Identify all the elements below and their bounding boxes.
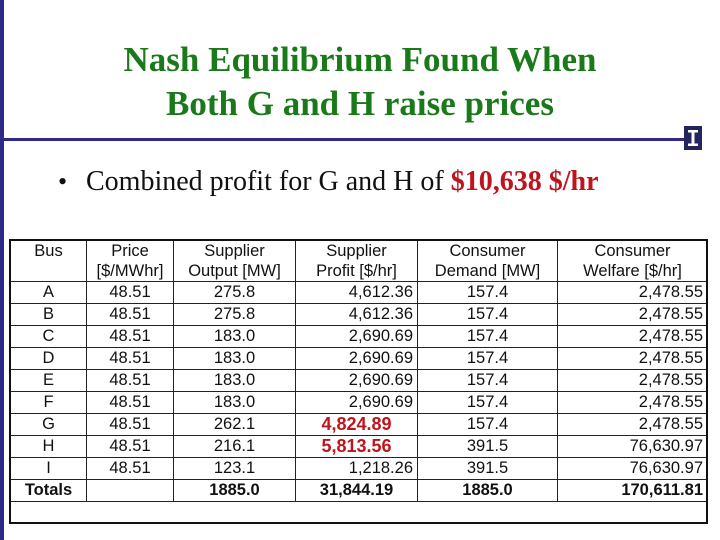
cell-profit: 2,690.69 — [295, 347, 418, 370]
cell-welfare: 2,478.55 — [557, 413, 708, 436]
table-totals-row: Totals 1885.0 31,844.19 1885.0 170,611.8… — [10, 479, 708, 502]
cell-price: 48.51 — [86, 391, 174, 414]
cell-demand: 391.5 — [417, 457, 558, 480]
cell-demand: 157.4 — [417, 413, 558, 436]
table-row: C 48.51 183.0 2,690.69 157.4 2,478.55 — [10, 325, 708, 348]
cell-bus: D — [10, 347, 87, 370]
cell-bus: H — [10, 435, 87, 458]
header-price: Price [$/MWhr] — [86, 240, 174, 282]
title-divider — [4, 138, 684, 141]
cell-profit: 2,690.69 — [295, 325, 418, 348]
header-consumer-demand: Consumer Demand [MW] — [417, 240, 558, 282]
cell-bus: A — [10, 281, 87, 304]
header-consumer-welfare: Consumer Welfare [$/hr] — [557, 240, 708, 282]
header-bus: Bus — [10, 240, 87, 282]
header-supplier-profit: Supplier Profit [$/hr] — [295, 240, 418, 282]
cell-price: 48.51 — [86, 303, 174, 326]
illinois-i-icon — [684, 126, 702, 150]
cell-demand: 157.4 — [417, 281, 558, 304]
table-row: A 48.51 275.8 4,612.36 157.4 2,478.55 — [10, 281, 708, 304]
slide-title: Nash Equilibrium Found When Both G and H… — [0, 38, 720, 126]
cell-demand: 157.4 — [417, 369, 558, 392]
cell-price: 48.51 — [86, 413, 174, 436]
bullet-text: Combined profit for G and H of — [86, 166, 451, 197]
table-row: G 48.51 262.1 4,824.89 157.4 2,478.55 — [10, 413, 708, 436]
cell-welfare: 2,478.55 — [557, 303, 708, 326]
cell-price: 48.51 — [86, 435, 174, 458]
cell-welfare: 2,478.55 — [557, 325, 708, 348]
cell-bus: I — [10, 457, 87, 480]
slide-left-border — [0, 0, 4, 540]
cell-output: 183.0 — [173, 369, 296, 392]
cell-profit: 4,612.36 — [295, 303, 418, 326]
cell-profit-highlight: 5,813.56 — [295, 435, 418, 458]
cell-output: 183.0 — [173, 391, 296, 414]
cell-bus: E — [10, 369, 87, 392]
table-row: F 48.51 183.0 2,690.69 157.4 2,478.55 — [10, 391, 708, 414]
cell-output: 262.1 — [173, 413, 296, 436]
table-header-row: Bus Price [$/MWhr] Supplier Output [MW] Su… — [10, 240, 708, 282]
totals-demand: 1885.0 — [417, 479, 558, 502]
cell-demand: 157.4 — [417, 347, 558, 370]
cell-profit: 2,690.69 — [295, 369, 418, 392]
table-row: E 48.51 183.0 2,690.69 157.4 2,478.55 — [10, 369, 708, 392]
cell-price: 48.51 — [86, 281, 174, 304]
cell-output: 216.1 — [173, 435, 296, 458]
totals-label: Totals — [10, 479, 87, 502]
table-row: B 48.51 275.8 4,612.36 157.4 2,478.55 — [10, 303, 708, 326]
cell-profit: 2,690.69 — [295, 391, 418, 414]
cell-demand: 157.4 — [417, 325, 558, 348]
cell-bus: B — [10, 303, 87, 326]
totals-price — [86, 479, 174, 502]
cell-welfare: 2,478.55 — [557, 347, 708, 370]
cell-price: 48.51 — [86, 347, 174, 370]
totals-profit: 31,844.19 — [295, 479, 418, 502]
cell-demand: 391.5 — [417, 435, 558, 458]
combined-profit-value: $10,638 $/hr — [450, 166, 599, 197]
totals-output: 1885.0 — [173, 479, 296, 502]
cell-profit: 4,612.36 — [295, 281, 418, 304]
cell-welfare: 2,478.55 — [557, 369, 708, 392]
cell-welfare: 2,478.55 — [557, 391, 708, 414]
nash-equilibrium-table: Bus Price [$/MWhr] Supplier Output [MW] Su… — [10, 240, 708, 502]
cell-output: 275.8 — [173, 303, 296, 326]
cell-welfare: 2,478.55 — [557, 281, 708, 304]
cell-output: 123.1 — [173, 457, 296, 480]
cell-profit-highlight: 4,824.89 — [295, 413, 418, 436]
table-row: D 48.51 183.0 2,690.69 157.4 2,478.55 — [10, 347, 708, 370]
cell-welfare: 76,630.97 — [557, 457, 708, 480]
title-line-1: Nash Equilibrium Found When — [123, 40, 597, 79]
cell-price: 48.51 — [86, 457, 174, 480]
table-row: I 48.51 123.1 1,218.26 391.5 76,630.97 — [10, 457, 708, 480]
cell-demand: 157.4 — [417, 391, 558, 414]
title-line-2: Both G and H raise prices — [166, 84, 554, 123]
table-row: H 48.51 216.1 5,813.56 391.5 76,630.97 — [10, 435, 708, 458]
cell-demand: 157.4 — [417, 303, 558, 326]
header-supplier-output: Supplier Output [MW] — [173, 240, 296, 282]
cell-bus: C — [10, 325, 87, 348]
cell-output: 183.0 — [173, 347, 296, 370]
cell-price: 48.51 — [86, 325, 174, 348]
totals-welfare: 170,611.81 — [557, 479, 708, 502]
cell-price: 48.51 — [86, 369, 174, 392]
cell-output: 275.8 — [173, 281, 296, 304]
cell-welfare: 76,630.97 — [557, 435, 708, 458]
cell-output: 183.0 — [173, 325, 296, 348]
cell-profit: 1,218.26 — [295, 457, 418, 480]
bullet-marker: • — [58, 167, 68, 196]
cell-bus: G — [10, 413, 87, 436]
cell-bus: F — [10, 391, 87, 414]
bullet-point: • Combined profit for G and H of $10,638 … — [58, 165, 708, 199]
